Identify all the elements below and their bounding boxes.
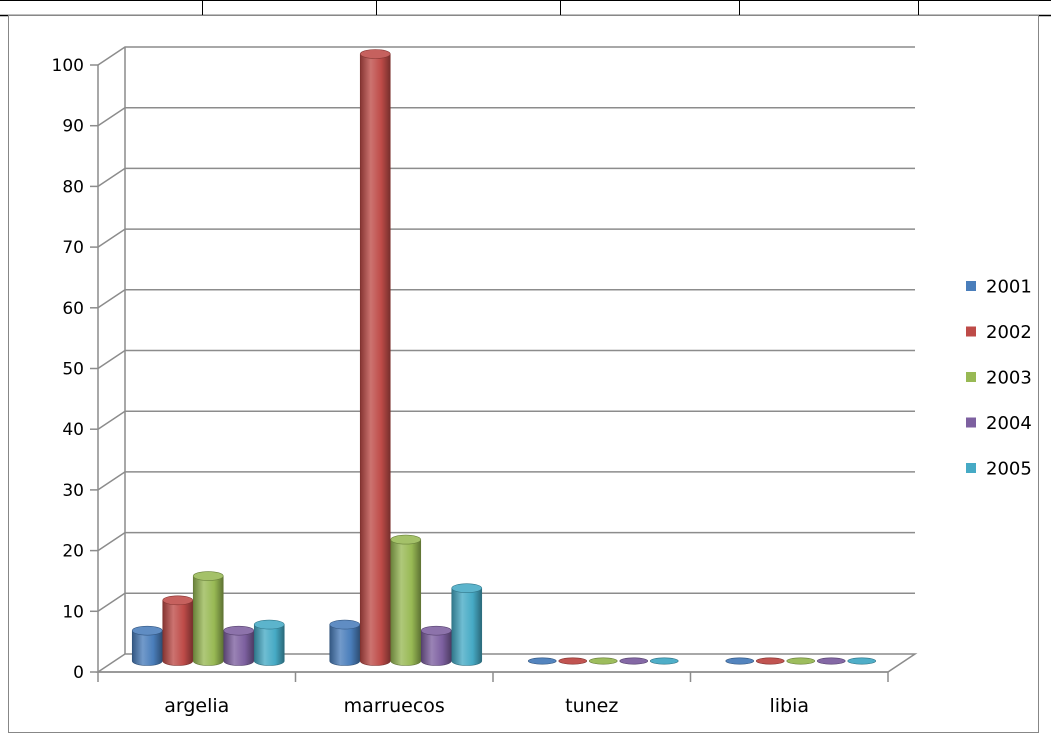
top-table-border bbox=[0, 0, 1051, 17]
y-tick-label: 50 bbox=[62, 360, 84, 380]
y-tick-label: 20 bbox=[62, 542, 84, 562]
bar-tunez-2002 bbox=[558, 657, 588, 665]
legend-label: 2001 bbox=[986, 277, 1032, 298]
bar-libia-2004 bbox=[816, 657, 846, 665]
bar-tunez-2005 bbox=[649, 657, 679, 665]
legend-label: 2004 bbox=[986, 413, 1032, 434]
bar-marruecos-2001 bbox=[329, 619, 361, 666]
y-tick-label: 80 bbox=[62, 177, 84, 197]
legend-label: 2002 bbox=[986, 322, 1032, 343]
y-tick-label: 0 bbox=[73, 663, 84, 683]
bar-marruecos-2003 bbox=[390, 534, 422, 666]
bar-marruecos-2004 bbox=[420, 625, 452, 666]
bar-argelia-2004 bbox=[223, 625, 255, 666]
x-tick-label: tunez bbox=[565, 695, 618, 717]
gridline bbox=[97, 228, 915, 248]
gridline bbox=[97, 471, 915, 491]
legend: 2001 2002 2003 2004 2005 bbox=[966, 277, 1032, 480]
y-tick-label: 10 bbox=[62, 602, 84, 622]
bar-libia-2005 bbox=[847, 657, 877, 665]
legend-swatch bbox=[966, 417, 976, 428]
gridline bbox=[97, 349, 915, 370]
bar-tunez-2001 bbox=[527, 657, 557, 665]
gridline bbox=[97, 531, 915, 552]
y-tick-label: 30 bbox=[62, 481, 84, 501]
y-tick-label: 60 bbox=[62, 299, 84, 319]
bars bbox=[131, 49, 877, 666]
y-axis-ticks: 0 10 20 30 40 50 60 70 80 90 100 bbox=[52, 56, 98, 683]
y-tick-label: 70 bbox=[62, 238, 84, 258]
bar-tunez-2003 bbox=[588, 657, 618, 665]
x-tick-label: libia bbox=[769, 695, 809, 717]
bar-argelia-2005 bbox=[253, 619, 285, 666]
bar-tunez-2004 bbox=[619, 657, 649, 665]
legend-item-2003: 2003 bbox=[966, 368, 1032, 389]
x-tick-label: marruecos bbox=[344, 695, 445, 717]
bar-libia-2003 bbox=[786, 657, 816, 665]
gridline bbox=[97, 106, 915, 127]
gridline bbox=[97, 46, 915, 66]
bar-marruecos-2002 bbox=[359, 49, 391, 666]
legend-item-2004: 2004 bbox=[966, 413, 1032, 434]
bar-libia-2002 bbox=[755, 657, 785, 665]
legend-label: 2005 bbox=[986, 459, 1032, 480]
bar-marruecos-2005 bbox=[451, 583, 483, 666]
legend-label: 2003 bbox=[986, 368, 1032, 389]
bar-libia-2001 bbox=[725, 657, 755, 665]
legend-item-2002: 2002 bbox=[966, 322, 1032, 343]
gridline bbox=[97, 410, 915, 430]
legend-swatch bbox=[966, 326, 976, 337]
x-axis: argelia marruecos tunez libia bbox=[97, 671, 889, 717]
x-tick-label: argelia bbox=[164, 695, 229, 717]
y-tick-label: 90 bbox=[62, 117, 84, 137]
legend-swatch bbox=[966, 463, 976, 473]
y-tick-label: 100 bbox=[52, 56, 84, 76]
bar-argelia-2002 bbox=[162, 595, 194, 666]
gridlines bbox=[97, 46, 915, 612]
bar-argelia-2001 bbox=[131, 625, 163, 666]
legend-swatch bbox=[966, 281, 976, 291]
bar-argelia-2003 bbox=[192, 571, 224, 666]
gridline bbox=[97, 167, 915, 188]
legend-item-2005: 2005 bbox=[966, 459, 1032, 480]
gridline bbox=[97, 289, 915, 309]
y-tick-label: 40 bbox=[62, 420, 84, 440]
legend-item-2001: 2001 bbox=[966, 277, 1032, 298]
gridline bbox=[97, 592, 915, 612]
legend-swatch bbox=[966, 372, 976, 382]
